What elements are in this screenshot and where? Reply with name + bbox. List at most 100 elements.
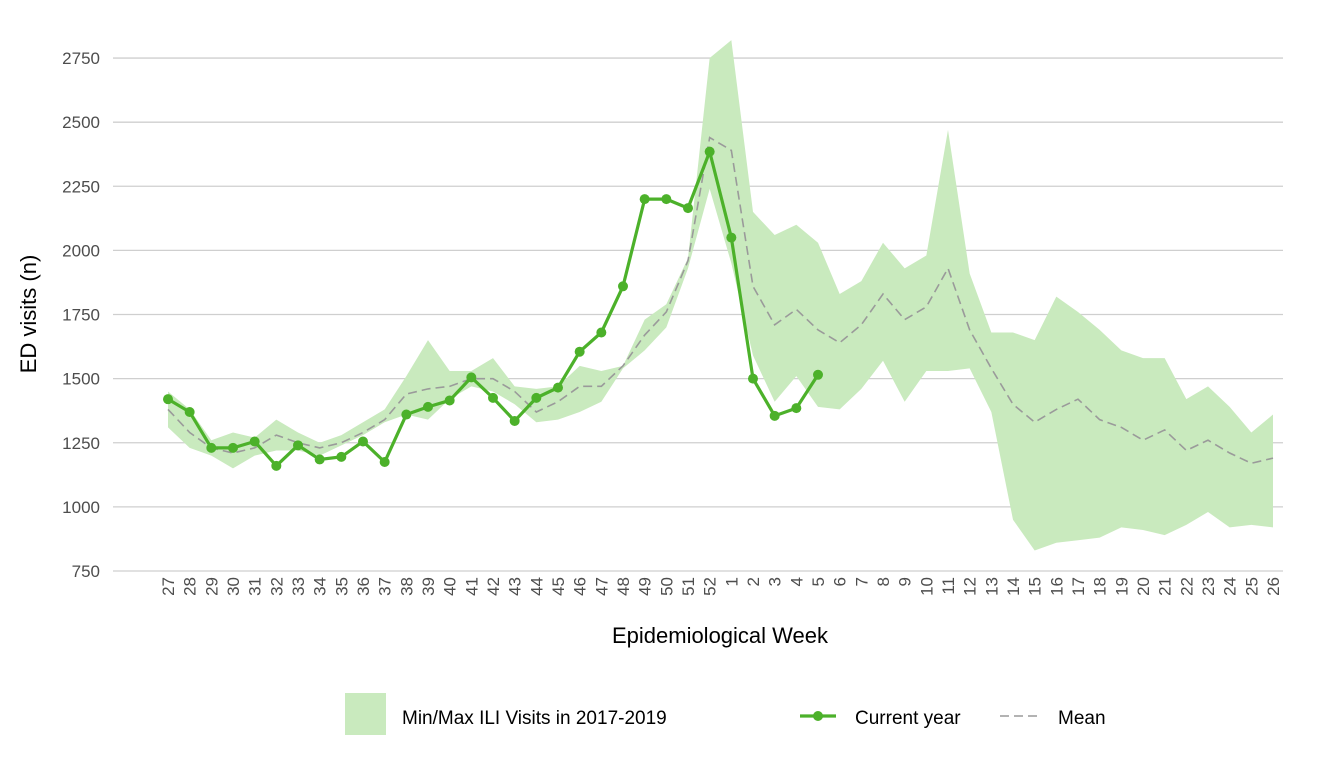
y-tick-label: 750	[72, 562, 100, 581]
x-tick-label: 25	[1242, 577, 1261, 596]
point	[163, 394, 173, 405]
x-tick-label: 22	[1177, 577, 1196, 596]
x-tick-label: 17	[1069, 577, 1088, 596]
y-tick-label: 2000	[62, 241, 100, 260]
x-tick-label: 46	[571, 577, 590, 596]
x-tick-label: 14	[1004, 577, 1023, 596]
point	[531, 392, 542, 403]
point	[791, 403, 802, 414]
x-tick-label: 26	[1264, 577, 1283, 596]
x-tick-label: 6	[831, 577, 850, 586]
x-tick-label: 39	[419, 577, 438, 596]
x-tick-label: 9	[896, 577, 915, 586]
y-tick-label: 2500	[62, 113, 100, 132]
x-tick-label: 29	[202, 577, 221, 596]
legend-label: Min/Max ILI Visits in 2017-2019	[402, 708, 667, 729]
x-tick-label: 35	[332, 577, 351, 596]
current-year-line	[167, 146, 820, 469]
point	[206, 442, 217, 453]
x-tick-label: 21	[1156, 577, 1175, 596]
x-tick-label: 24	[1221, 577, 1240, 596]
legend-key-point	[813, 711, 823, 721]
y-tick-label: 1250	[62, 434, 100, 453]
x-tick-label: 18	[1091, 577, 1110, 596]
point	[466, 372, 477, 383]
x-tick-label: 23	[1199, 577, 1218, 596]
point	[574, 346, 585, 357]
x-tick-label: 8	[874, 577, 893, 586]
point	[769, 410, 780, 421]
point	[618, 281, 628, 292]
x-tick-label: 32	[267, 577, 286, 596]
x-tick-label: 2	[744, 577, 763, 586]
y-tick-label: 2750	[62, 49, 100, 68]
x-tick-label: 12	[961, 577, 980, 596]
point	[271, 460, 282, 471]
x-tick-label: 42	[484, 577, 503, 596]
point	[661, 194, 672, 205]
x-tick-label: 20	[1134, 577, 1153, 596]
x-axis-title: Epidemiological Week	[612, 623, 829, 648]
point	[596, 327, 607, 338]
point	[553, 382, 563, 393]
point	[704, 146, 715, 157]
x-tick-label: 4	[787, 577, 806, 586]
x-tick-label: 33	[289, 577, 308, 596]
x-tick-label: 31	[246, 577, 265, 596]
mean-line	[167, 136, 1274, 465]
x-tick-label: 11	[939, 577, 958, 595]
point	[401, 409, 412, 420]
x-tick-label: 51	[679, 577, 698, 596]
x-tick-label: 28	[181, 577, 200, 596]
point	[726, 232, 737, 243]
x-tick-label: 37	[376, 577, 395, 596]
min-max-band	[168, 40, 1273, 551]
x-tick-label: 19	[1112, 577, 1131, 596]
point	[813, 369, 823, 380]
x-tick-label: 1	[722, 577, 741, 586]
point	[488, 392, 498, 403]
x-tick-label: 38	[397, 577, 416, 596]
point	[293, 440, 303, 451]
y-tick-label: 2250	[62, 177, 100, 196]
point	[228, 442, 238, 453]
y-tick-label: 1000	[62, 498, 100, 517]
x-tick-label: 15	[1026, 577, 1045, 596]
x-tick-label: 45	[549, 577, 568, 596]
point	[358, 436, 368, 447]
x-tick-label: 52	[701, 577, 720, 596]
x-tick-label: 3	[766, 577, 785, 586]
x-tick-label: 44	[527, 577, 546, 596]
point	[249, 436, 260, 447]
x-tick-label: 40	[441, 577, 460, 596]
point	[314, 454, 325, 465]
x-tick-label: 10	[917, 577, 936, 596]
legend-label: Current year	[855, 708, 961, 729]
point	[639, 194, 650, 205]
x-tick-label: 27	[159, 577, 178, 596]
point	[184, 406, 195, 417]
y-axis-title: ED visits (n)	[16, 255, 41, 374]
x-tick-label: 36	[354, 577, 373, 596]
point	[683, 203, 693, 214]
x-tick-label: 50	[657, 577, 676, 596]
x-tick-label: 49	[636, 577, 655, 596]
x-tick-label: 43	[506, 577, 525, 596]
x-tick-label: 5	[809, 577, 828, 586]
point	[379, 456, 390, 467]
x-tick-label: 30	[224, 577, 243, 596]
x-tick-label: 34	[311, 577, 330, 596]
legend-key-band	[345, 693, 386, 735]
point	[423, 401, 433, 412]
point	[509, 415, 520, 426]
x-tick-label: 48	[614, 577, 633, 596]
x-tick-label: 41	[462, 577, 481, 596]
legend-label: Mean	[1058, 708, 1106, 729]
point	[444, 395, 455, 406]
x-tick-label: 16	[1047, 577, 1066, 596]
point	[748, 373, 758, 384]
y-tick-label: 1750	[62, 306, 100, 325]
x-tick-label: 7	[852, 577, 871, 586]
x-tick-label: 13	[982, 577, 1001, 596]
